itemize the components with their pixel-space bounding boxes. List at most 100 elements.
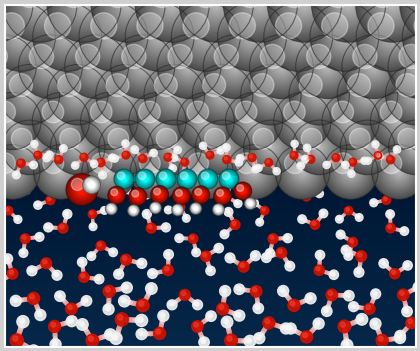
Circle shape xyxy=(152,186,168,203)
Circle shape xyxy=(215,205,219,210)
Circle shape xyxy=(333,155,336,158)
Circle shape xyxy=(86,179,92,186)
Circle shape xyxy=(98,160,102,163)
Circle shape xyxy=(256,218,263,226)
Circle shape xyxy=(223,173,234,185)
Circle shape xyxy=(113,191,121,199)
Circle shape xyxy=(11,128,32,149)
Circle shape xyxy=(215,189,230,203)
Circle shape xyxy=(187,102,225,140)
Circle shape xyxy=(0,10,48,64)
Circle shape xyxy=(147,0,197,30)
Circle shape xyxy=(180,58,198,75)
Circle shape xyxy=(36,1,44,9)
Circle shape xyxy=(179,194,184,198)
Circle shape xyxy=(251,37,312,97)
Circle shape xyxy=(197,163,215,181)
Circle shape xyxy=(122,177,126,181)
Circle shape xyxy=(148,112,167,131)
Circle shape xyxy=(83,177,100,193)
Circle shape xyxy=(164,137,185,158)
Circle shape xyxy=(236,184,250,198)
Circle shape xyxy=(265,319,270,324)
Circle shape xyxy=(111,208,112,209)
Circle shape xyxy=(40,56,61,77)
Circle shape xyxy=(164,0,181,13)
Circle shape xyxy=(135,0,209,42)
Circle shape xyxy=(164,250,173,259)
Circle shape xyxy=(5,256,9,260)
Circle shape xyxy=(239,190,246,197)
Circle shape xyxy=(360,53,388,81)
Circle shape xyxy=(178,192,185,199)
Circle shape xyxy=(200,171,216,187)
Circle shape xyxy=(183,14,229,60)
Circle shape xyxy=(199,170,217,188)
Circle shape xyxy=(203,174,213,184)
Circle shape xyxy=(250,35,254,39)
Circle shape xyxy=(122,177,126,181)
Circle shape xyxy=(131,208,136,213)
Circle shape xyxy=(310,2,379,71)
Circle shape xyxy=(79,321,84,326)
Circle shape xyxy=(206,151,214,159)
Circle shape xyxy=(56,116,66,126)
Circle shape xyxy=(362,8,419,66)
Circle shape xyxy=(100,172,103,176)
Circle shape xyxy=(152,204,159,211)
Circle shape xyxy=(277,16,319,58)
Circle shape xyxy=(113,37,173,97)
Circle shape xyxy=(394,73,420,117)
Circle shape xyxy=(249,126,292,168)
Circle shape xyxy=(0,51,20,82)
Circle shape xyxy=(118,86,134,103)
Circle shape xyxy=(234,284,244,294)
Circle shape xyxy=(206,177,210,181)
Circle shape xyxy=(333,104,368,139)
Circle shape xyxy=(0,38,33,95)
Circle shape xyxy=(396,75,420,115)
Circle shape xyxy=(247,164,262,180)
Circle shape xyxy=(63,132,93,163)
Circle shape xyxy=(34,151,42,159)
Circle shape xyxy=(146,66,203,123)
Circle shape xyxy=(165,178,166,180)
Circle shape xyxy=(247,200,254,207)
Circle shape xyxy=(159,172,173,186)
Circle shape xyxy=(249,73,293,117)
Circle shape xyxy=(298,167,307,177)
Circle shape xyxy=(59,171,63,173)
Circle shape xyxy=(180,172,194,186)
Circle shape xyxy=(98,21,129,52)
Circle shape xyxy=(312,88,326,101)
Circle shape xyxy=(111,189,123,201)
Circle shape xyxy=(195,189,207,201)
Circle shape xyxy=(195,120,250,175)
Circle shape xyxy=(287,325,292,330)
Circle shape xyxy=(366,0,420,32)
Circle shape xyxy=(382,155,416,189)
Circle shape xyxy=(251,169,257,175)
Circle shape xyxy=(147,110,168,132)
Circle shape xyxy=(276,0,333,34)
Circle shape xyxy=(221,171,237,187)
Circle shape xyxy=(154,75,194,115)
Circle shape xyxy=(232,221,236,225)
Circle shape xyxy=(209,134,236,161)
Circle shape xyxy=(135,149,180,195)
Circle shape xyxy=(3,65,6,68)
Circle shape xyxy=(137,13,163,39)
Circle shape xyxy=(2,161,23,183)
Circle shape xyxy=(236,184,249,198)
Circle shape xyxy=(91,61,102,72)
Circle shape xyxy=(196,27,215,46)
Circle shape xyxy=(0,8,50,66)
Circle shape xyxy=(175,207,181,213)
Circle shape xyxy=(306,168,309,171)
Circle shape xyxy=(244,112,264,131)
Circle shape xyxy=(199,71,246,118)
Circle shape xyxy=(346,292,350,297)
Circle shape xyxy=(89,60,104,74)
Circle shape xyxy=(7,269,18,279)
Circle shape xyxy=(413,60,420,74)
